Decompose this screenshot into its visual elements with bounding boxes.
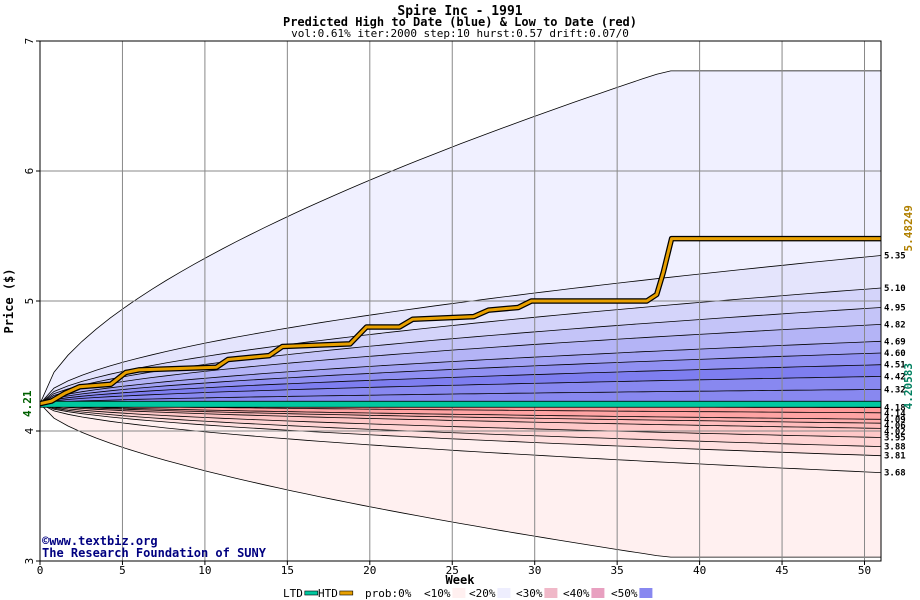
- x-tick-label-15: 15: [281, 564, 294, 577]
- credit-line-1: ©www.textbiz.org: [42, 534, 158, 548]
- legend-label-0: LTD: [283, 587, 303, 600]
- band-line-7: [39, 364, 882, 405]
- legend-swatch-5: [544, 588, 558, 598]
- legend-swatch-2: [413, 588, 427, 598]
- x-tick-label-5: 5: [119, 564, 126, 577]
- credit-line-2: The Research Foundation of SUNY: [42, 546, 267, 560]
- legend-label-5: <30%: [516, 587, 543, 600]
- band-line-8: [39, 376, 882, 405]
- low-level-label: 4.14: [884, 410, 906, 420]
- low-level-label: 3.88: [884, 443, 906, 453]
- legend-label-7: <50%: [611, 587, 638, 600]
- chart-title: Spire Inc - 1991: [397, 4, 522, 19]
- y-tick-label-3: 3: [23, 558, 36, 565]
- chart-params: vol:0.61% iter:2000 step:10 hurst:0.57 d…: [291, 27, 629, 40]
- y-tick-label-5: 5: [23, 298, 36, 305]
- ltd-value-label: 4.20583: [902, 363, 915, 409]
- legend-label-6: <40%: [563, 587, 590, 600]
- ltd-line: [39, 400, 882, 408]
- high-level-label: 4.69: [884, 337, 906, 347]
- legend-label-1: HTD: [318, 587, 338, 600]
- x-tick-label-20: 20: [363, 564, 376, 577]
- y-tick-label-6: 6: [23, 168, 36, 175]
- high-level-label: 4.32: [884, 385, 906, 395]
- band-line-10: [39, 403, 881, 558]
- band-line-12: [39, 403, 882, 457]
- htd-value-label: 5.48249: [902, 205, 915, 251]
- band-line-17: [39, 403, 882, 420]
- legend-swatch-4: [497, 588, 511, 598]
- high-level-label: 4.60: [884, 349, 906, 359]
- band-line-15: [39, 403, 882, 429]
- band-line-6: [39, 352, 882, 405]
- high-level-label: 5.35: [884, 252, 906, 262]
- x-tick-label-30: 30: [528, 564, 541, 577]
- y-axis-label: Price ($): [2, 268, 16, 333]
- high-level-label: 4.51: [884, 361, 906, 371]
- start-price-label: 4.21: [21, 390, 34, 417]
- legend-label-3: <10%: [424, 587, 451, 600]
- legend-swatch-7: [639, 588, 653, 598]
- high-level-label: 4.95: [884, 304, 906, 314]
- level-labels: 5.35 5.10 4.95 4.82 4.69 4.60 4.514.42 4.32 4.18…: [884, 252, 906, 479]
- legend-label-2: prob:0%: [365, 587, 412, 600]
- band-line-16: [39, 403, 882, 424]
- x-tick-label-35: 35: [611, 564, 624, 577]
- band-line-2: [39, 287, 882, 405]
- x-axis-label: Week: [446, 573, 476, 587]
- legend-label-4: <20%: [469, 587, 496, 600]
- band-line-11: [39, 403, 882, 473]
- band-line-14: [39, 403, 882, 438]
- x-tick-label-10: 10: [198, 564, 211, 577]
- low-level-label: 4.06: [884, 422, 906, 432]
- low-level-label: 4.18: [884, 404, 906, 414]
- band-boundaries: [39, 70, 882, 558]
- high-level-label: 5.10: [884, 284, 906, 294]
- band-line-1: [39, 255, 882, 404]
- x-tick-label-45: 45: [775, 564, 788, 577]
- legend-swatch-6: [591, 588, 605, 598]
- x-tick-label-25: 25: [446, 564, 459, 577]
- band-line-5: [39, 340, 882, 405]
- band-line-0: [39, 70, 881, 404]
- low-level-label: 4.09: [884, 416, 906, 426]
- chart-subtitle: Predicted High to Date (blue) & Low to D…: [283, 15, 637, 29]
- low-level-label: 3.81: [884, 452, 906, 462]
- low-level-label: 3.68: [884, 469, 906, 479]
- htd-line: [39, 237, 881, 406]
- y-tick-label-4: 4: [23, 427, 36, 434]
- high-level-label: 4.82: [884, 320, 906, 330]
- legend-swatch-3: [452, 588, 466, 598]
- x-tick-label-40: 40: [693, 564, 706, 577]
- legend: LTD HTD prob:0% <10% <20% <30% <40% <50%: [283, 587, 653, 600]
- band-line-13: [39, 403, 882, 447]
- x-tick-label-50: 50: [858, 564, 871, 577]
- band-line-4: [39, 324, 882, 405]
- band-line-9: [39, 389, 882, 405]
- legend-swatch-0: [304, 590, 319, 596]
- high-band-9: [40, 389, 881, 404]
- x-tick-label-0: 0: [37, 564, 44, 577]
- low-level-label: 4.02: [884, 428, 906, 438]
- low-level-label: 3.95: [884, 434, 906, 444]
- y-tick-label-7: 7: [23, 38, 36, 45]
- high-level-label: 4.42: [884, 372, 906, 382]
- legend-swatch-1: [339, 590, 354, 596]
